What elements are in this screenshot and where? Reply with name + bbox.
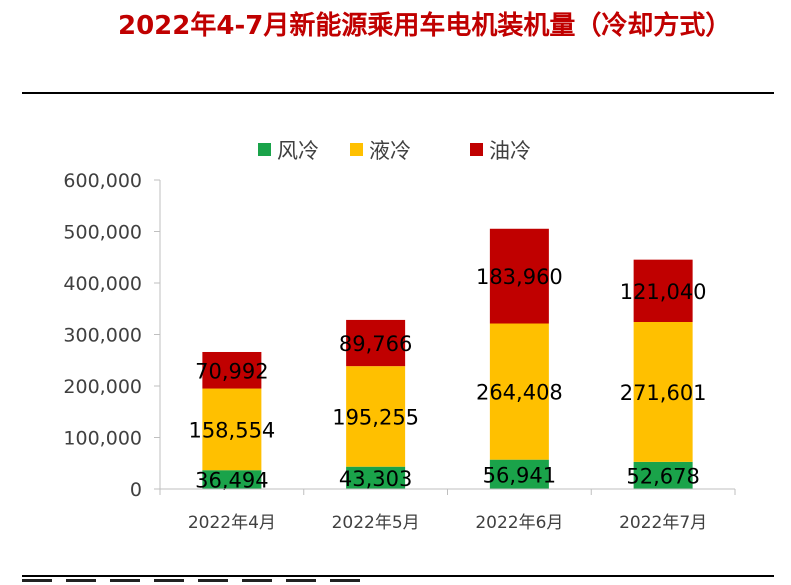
legend-swatch bbox=[350, 143, 363, 156]
bar-segment-air bbox=[202, 470, 262, 489]
legend-label: 油冷 bbox=[489, 139, 531, 163]
x-tick-label: 2022年7月 bbox=[619, 513, 707, 533]
bar-segment-liquid bbox=[202, 388, 262, 471]
data-label: 158,554 bbox=[188, 418, 275, 442]
bar-segment-air bbox=[346, 466, 406, 489]
data-label: 56,941 bbox=[483, 463, 556, 487]
x-axis: 2022年4月 2022年5月 2022年6月 2022年7月 bbox=[159, 488, 736, 533]
y-tick-label: 0 bbox=[130, 479, 142, 501]
data-label: 89,766 bbox=[339, 332, 412, 356]
y-tick-label: 200,000 bbox=[63, 376, 142, 398]
y-tick-label: 400,000 bbox=[63, 273, 142, 295]
bar-segment-liquid bbox=[346, 366, 406, 467]
data-label: 183,960 bbox=[476, 265, 563, 289]
y-tick-label: 600,000 bbox=[63, 170, 142, 192]
page-title: 2022年4-7月新能源乘用车电机装机量（冷却方式） bbox=[118, 11, 732, 41]
x-tick-label: 2022年6月 bbox=[475, 513, 563, 533]
bar-segment-oil bbox=[346, 319, 406, 367]
bar-segment-oil bbox=[633, 259, 693, 322]
y-tick-label: 300,000 bbox=[63, 325, 142, 347]
chart-legend: 风冷 液冷 油冷 bbox=[258, 139, 531, 163]
data-labels: 36,494158,55470,99243,303195,25589,76656… bbox=[188, 265, 706, 492]
title-divider bbox=[22, 92, 774, 94]
x-tick-label: 2022年5月 bbox=[332, 513, 420, 533]
legend-swatch bbox=[258, 143, 271, 156]
legend-label: 风冷 bbox=[277, 139, 319, 163]
data-label: 271,601 bbox=[620, 381, 707, 405]
y-axis: 0 100,000 200,000 300,000 400,000 500,000 600,… bbox=[63, 170, 161, 501]
bar-segment-air bbox=[489, 459, 549, 489]
data-label: 195,255 bbox=[332, 405, 419, 429]
data-label: 70,992 bbox=[195, 359, 268, 383]
footer-divider bbox=[22, 575, 774, 577]
bar-segment-liquid bbox=[489, 323, 549, 460]
bar-series bbox=[202, 228, 693, 489]
legend-swatch bbox=[470, 143, 483, 156]
bar-segment-oil bbox=[202, 351, 262, 389]
y-tick-label: 500,000 bbox=[63, 222, 142, 244]
bar-segment-air bbox=[633, 461, 693, 489]
data-label: 264,408 bbox=[476, 381, 563, 405]
x-tick-label: 2022年4月 bbox=[188, 513, 276, 533]
legend-label: 液冷 bbox=[369, 139, 411, 163]
data-label: 121,040 bbox=[620, 280, 707, 304]
bar-segment-liquid bbox=[633, 321, 693, 462]
source-note-cropped bbox=[22, 579, 522, 585]
data-label: 52,678 bbox=[626, 464, 699, 488]
y-tick-label: 100,000 bbox=[63, 428, 142, 450]
data-label: 43,303 bbox=[339, 467, 412, 491]
bar-segment-oil bbox=[489, 228, 549, 324]
